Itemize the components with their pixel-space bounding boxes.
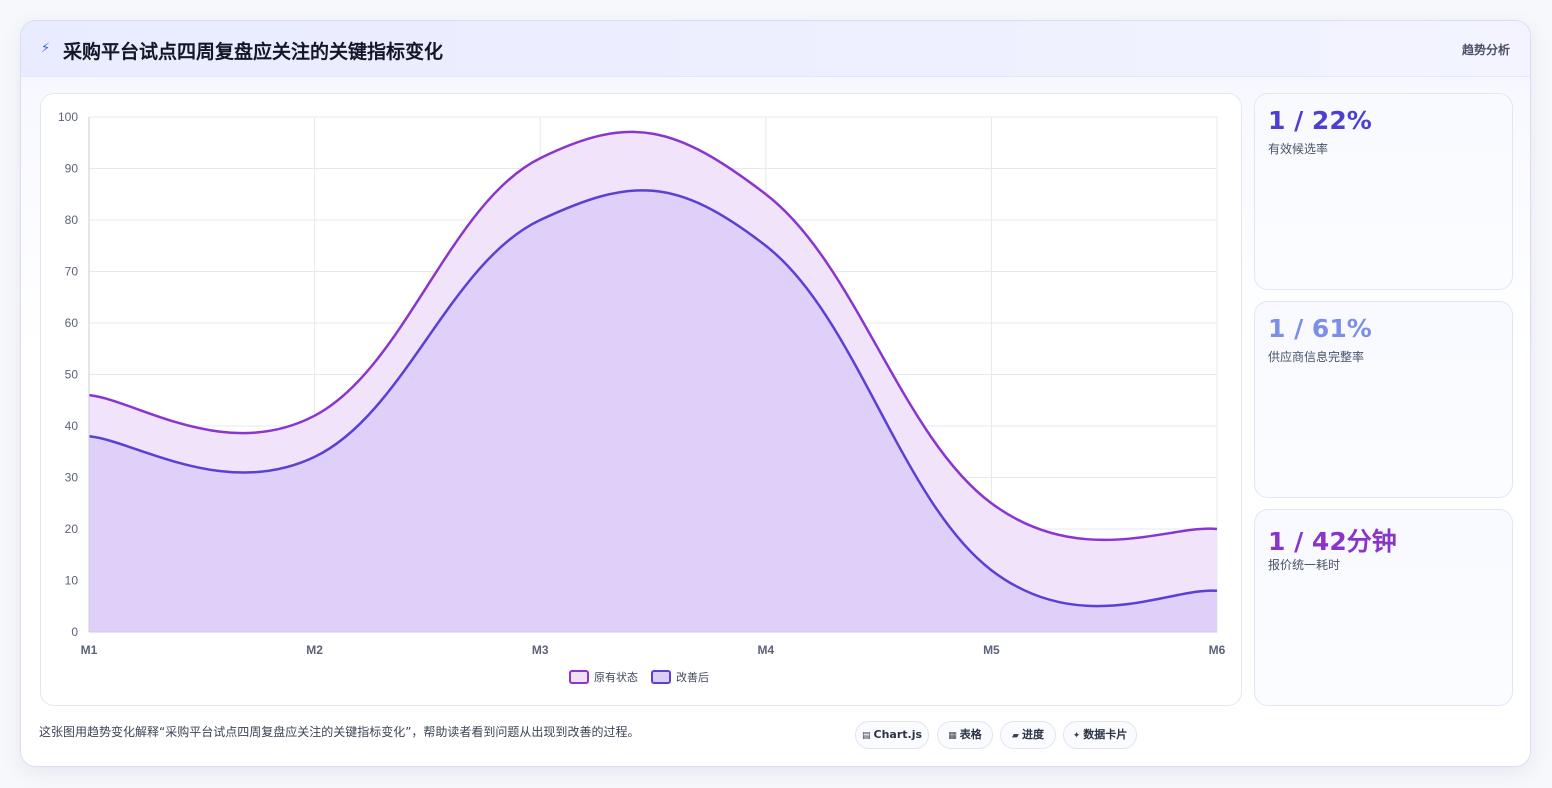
chip-label: 表格 <box>959 728 982 741</box>
legend-label: 改善后 <box>676 670 709 684</box>
legend-label: 原有状态 <box>594 670 638 684</box>
chip-table[interactable]: ▦ 表格 <box>937 721 993 749</box>
chip-chartjs[interactable]: ▤ Chart.js <box>855 721 929 749</box>
sparkle-icon: ✦ <box>1072 731 1081 741</box>
chart-caption: 这张图用趋势变化解释“采购平台试点四周复盘应关注的关键指标变化”，帮助读者看到问… <box>39 725 640 739</box>
card-header: ⚡ 采购平台试点四周复盘应关注的关键指标变化 趋势分析 <box>21 21 1530 77</box>
kpi-card-candidate-rate: 1 / 22% 有效候选率 <box>1254 93 1513 290</box>
x-tick-label: M6 <box>1209 643 1226 657</box>
series-line-2 <box>88 189 1218 608</box>
kpi-value: 1 / 22% <box>1268 106 1372 135</box>
y-tick-label: 60 <box>65 316 79 330</box>
chart-icon: ▤ <box>861 731 871 741</box>
y-tick-label: 10 <box>65 574 79 588</box>
y-tick-label: 0 <box>71 625 78 639</box>
legend-swatch <box>569 670 589 684</box>
kpi-card-quote-time: 1 / 42分钟 报价统一耗时 <box>1254 509 1513 706</box>
lightning-icon: ⚡ <box>41 41 51 56</box>
x-tick-label: M1 <box>81 643 98 657</box>
chip-progress[interactable]: ▰ 进度 <box>1000 721 1056 749</box>
y-tick-label: 80 <box>65 213 79 227</box>
y-tick-label: 70 <box>65 265 79 279</box>
legend: 原有状态 改善后 <box>569 670 709 684</box>
chip-label: Chart.js <box>873 728 923 741</box>
area-chart: 0 10 20 30 40 50 60 70 80 90 100 M1 M2 M3 M4 M5 M6 原有状态 改善… <box>58 110 1226 684</box>
kpi-card-supplier-completeness: 1 / 61% 供应商信息完整率 <box>1254 301 1513 498</box>
x-tick-label: M3 <box>532 643 549 657</box>
y-tick-label: 30 <box>65 471 79 485</box>
table-icon: ▦ <box>948 731 957 741</box>
x-tick-label: M2 <box>306 643 323 657</box>
y-tick-label: 40 <box>65 419 79 433</box>
chip-label: 进度 <box>1021 728 1044 741</box>
chart-panel: 0 10 20 30 40 50 60 70 80 90 100 M1 M2 M3 M4 M5 M6 原有状态 改善… <box>40 93 1242 706</box>
dashboard-card: ⚡ 采购平台试点四周复盘应关注的关键指标变化 趋势分析 0 10 20 30 40 50 6… <box>20 20 1531 767</box>
y-tick-label: 90 <box>65 162 79 176</box>
series-area-2 <box>89 190 1217 633</box>
kpi-label: 有效候选率 <box>1268 142 1329 156</box>
y-tick-label: 50 <box>65 368 79 382</box>
y-tick-label: 100 <box>58 110 78 124</box>
category-tag: 趋势分析 <box>1461 43 1510 57</box>
kpi-value: 1 / 42分钟 <box>1268 527 1397 556</box>
legend-swatch <box>651 670 671 684</box>
series-line-1 <box>88 130 1218 542</box>
kpi-label: 供应商信息完整率 <box>1268 350 1365 364</box>
progress-icon: ▰ <box>1012 731 1019 741</box>
x-tick-label: M4 <box>757 643 774 657</box>
chip-label: 数据卡片 <box>1083 728 1128 741</box>
kpi-label: 报价统一耗时 <box>1268 558 1341 572</box>
y-tick-label: 20 <box>65 522 79 536</box>
page-title: 采购平台试点四周复盘应关注的关键指标变化 <box>63 41 444 63</box>
kpi-value: 1 / 61% <box>1268 314 1372 343</box>
x-tick-label: M5 <box>983 643 1000 657</box>
chip-data-card[interactable]: ✦ 数据卡片 <box>1063 721 1137 749</box>
